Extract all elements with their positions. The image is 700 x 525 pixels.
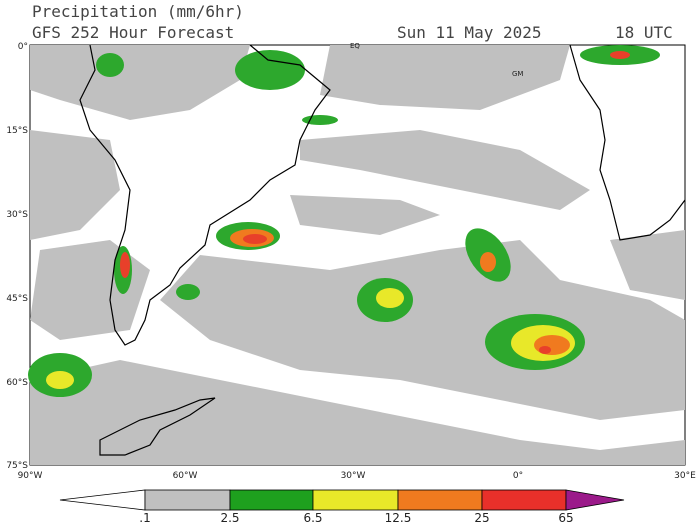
precip-area [46,371,74,389]
precip-area [30,45,250,120]
heavy-precip-areas [28,45,660,397]
colorbar-label: 65 [558,511,573,525]
map-title: Precipitation (mm/6hr) [32,2,244,21]
precip-area [30,130,120,240]
antarctic-peninsula-coast [99,397,216,456]
precip-area [96,53,124,77]
forecast-date: Sun 11 May 2025 [397,23,542,42]
colorbar-segment [481,489,567,511]
precip-area [235,50,305,90]
precip-area [176,284,200,300]
longitude-label: 30°W [341,471,366,481]
latitude-label: 75°S [6,461,28,471]
precip-area [290,195,440,235]
precip-area [376,288,404,308]
south-america-coast [79,44,331,346]
precip-area [534,335,570,355]
forecast-time: 18 UTC [615,23,673,42]
precip-area [539,346,551,354]
precip-area [160,240,685,420]
precip-area [300,130,590,210]
longitude-labels: 90°W 60°W 30°W 0° 30°E [18,471,697,481]
precip-area [610,51,630,59]
colorbar-labels: .1 2.5 6.5 12.5 25 65 [139,511,573,525]
precip-area [320,45,570,110]
colorbar: .1 2.5 6.5 12.5 25 65 [59,489,625,525]
precip-area [610,230,685,300]
latitude-label: 45°S [6,294,28,304]
latitude-label: 0° [18,42,28,52]
coastlines [79,44,686,456]
latitude-labels: 0° 15°S 30°S 45°S 60°S 75°S [6,42,28,471]
colorbar-label: 6.5 [303,511,322,525]
precip-area [302,115,338,125]
latitude-label: 60°S [6,378,28,388]
colorbar-label: 12.5 [385,511,412,525]
colorbar-segment [397,489,483,511]
colorbar-label: .1 [139,511,150,525]
colorbar-label: 2.5 [220,511,239,525]
longitude-label: 0° [513,471,523,481]
africa-coast [569,44,686,241]
precip-area [480,252,496,272]
colorbar-segment [144,489,231,511]
longitude-label: 90°W [18,471,43,481]
map-area: EQ GM 0° 15°S 30°S 45°S 60°S 75°S 90°W 60°W 30°… [6,42,696,481]
map-subtitle: GFS 252 Hour Forecast [32,23,234,42]
precip-area [30,360,685,465]
latitude-label: 15°S [6,126,28,136]
longitude-label: 30°E [674,471,696,481]
latitude-label: 30°S [6,210,28,220]
colorbar-segment [312,489,399,511]
precip-area [243,234,267,244]
greenwich-marker: GM [512,70,523,78]
colorbar-high-arrow [565,489,625,511]
colorbar-segment [229,489,314,511]
equator-marker: EQ [350,42,360,50]
colorbar-label: 25 [474,511,489,525]
longitude-label: 60°W [173,471,198,481]
precip-area [120,252,130,278]
colorbar-low-arrow [59,489,146,511]
